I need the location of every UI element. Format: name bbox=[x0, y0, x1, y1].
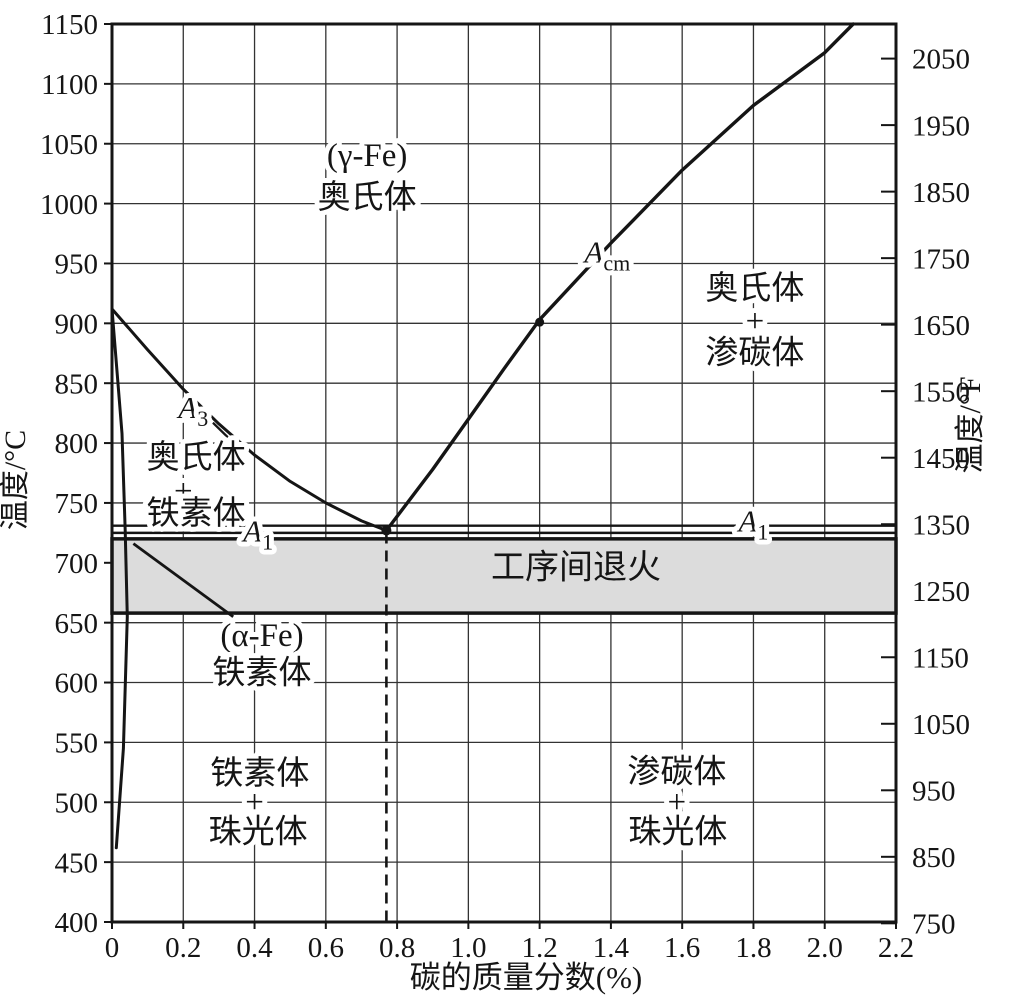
bottom-tick-label-1.4: 1.4 bbox=[593, 932, 630, 964]
right-tick-label-1550: 1550 bbox=[912, 376, 970, 408]
bottom-tick-label-0.8: 0.8 bbox=[379, 932, 415, 964]
bottom-tick-label-1.0: 1.0 bbox=[450, 932, 486, 964]
left-tick-label-700: 700 bbox=[55, 548, 99, 580]
left-tick-label-1100: 1100 bbox=[41, 69, 98, 101]
line-label-subscript-1: 1 bbox=[262, 529, 273, 554]
acm-curve-dot bbox=[535, 317, 545, 327]
line-label-subscript-cm: cm bbox=[603, 250, 630, 275]
bottom-tick-label-1.8: 1.8 bbox=[735, 932, 771, 964]
bottom-tick-label-2.2: 2.2 bbox=[878, 932, 914, 964]
phase-label-gamma-fe: (γ-Fe) bbox=[327, 138, 408, 174]
right-tick-label-1950: 1950 bbox=[912, 110, 970, 142]
left-tick-label-600: 600 bbox=[55, 668, 99, 700]
bottom-tick-label-1.6: 1.6 bbox=[664, 932, 700, 964]
line-label-subscript-1: 1 bbox=[757, 520, 768, 545]
left-tick-label-550: 550 bbox=[55, 728, 99, 760]
bottom-tick-label-0: 0 bbox=[105, 932, 120, 964]
left-tick-label-500: 500 bbox=[55, 787, 99, 819]
right-tick-label-1350: 1350 bbox=[912, 509, 970, 541]
phase-label-austenite-cementite-3: 渗碳体 bbox=[705, 335, 804, 372]
right-tick-label-2050: 2050 bbox=[912, 44, 970, 76]
bottom-tick-label-0.6: 0.6 bbox=[308, 932, 344, 964]
phase-label-ferrite-pearlite-1: 铁素体 bbox=[210, 755, 309, 792]
ferrite-boundary-curve bbox=[110, 307, 129, 850]
eutectoid-point-dot bbox=[381, 525, 392, 536]
right-tick-label-850: 850 bbox=[912, 842, 956, 874]
right-tick-label-950: 950 bbox=[912, 775, 956, 807]
left-tick-label-900: 900 bbox=[55, 308, 99, 340]
bottom-tick-label-0.2: 0.2 bbox=[165, 932, 201, 964]
plot-border bbox=[110, 22, 898, 924]
tick-labels: 1150 1100 1050 1000 950 900 850 800 750 700 650 600… bbox=[40, 9, 970, 964]
right-tick-label-1050: 1050 bbox=[912, 709, 970, 741]
phase-label-process-annealing: 工序间退火 bbox=[491, 548, 661, 586]
left-tick-label-450: 450 bbox=[55, 847, 99, 879]
phase-label-ferrite-pearlite-3: 珠光体 bbox=[209, 814, 308, 851]
phase-label-ferrite: 铁素体 bbox=[213, 654, 312, 691]
band-inner-boundary-line bbox=[132, 542, 235, 618]
y-axis-title-celsius: 温度/°C bbox=[0, 430, 32, 530]
left-tick-label-650: 650 bbox=[55, 608, 99, 640]
phase-label-austenite-cementite-2: + bbox=[746, 303, 765, 339]
right-tick-label-1750: 1750 bbox=[912, 243, 970, 275]
left-tick-label-1050: 1050 bbox=[40, 129, 98, 161]
a3-curve bbox=[110, 307, 388, 532]
gridlines bbox=[112, 24, 896, 922]
a3-label-leader-line bbox=[212, 421, 230, 440]
phase-label-cementite-pearlite-1: 渗碳体 bbox=[627, 754, 726, 791]
x-axis-title: 碳的质量分数(%) bbox=[410, 960, 642, 995]
phase-label-austenite: 奥氏体 bbox=[318, 179, 417, 216]
left-tick-label-1150: 1150 bbox=[41, 9, 98, 41]
left-tick-label-750: 750 bbox=[55, 488, 99, 520]
right-tick-label-1650: 1650 bbox=[912, 310, 970, 342]
acm-curve bbox=[384, 22, 855, 533]
left-tick-label-950: 950 bbox=[55, 249, 99, 281]
right-tick-label-1450: 1450 bbox=[912, 443, 970, 475]
bottom-tick-label-0.4: 0.4 bbox=[236, 932, 273, 964]
right-tick-label-1850: 1850 bbox=[912, 177, 970, 209]
left-tick-label-800: 800 bbox=[55, 428, 99, 460]
phase-label-austenite-ferrite-3: 铁素体 bbox=[147, 495, 246, 532]
left-tick-label-400: 400 bbox=[55, 907, 99, 939]
phase-label-cementite-pearlite-3: 珠光体 bbox=[628, 814, 727, 851]
left-tick-label-850: 850 bbox=[55, 368, 99, 400]
phase-label-alpha-fe: (α-Fe) bbox=[220, 618, 303, 654]
line-label-subscript-3: 3 bbox=[197, 406, 208, 431]
phase-label-austenite-cementite-1: 奥氏体 bbox=[705, 270, 804, 307]
right-tick-label-1150: 1150 bbox=[912, 642, 969, 674]
right-tick-label-750: 750 bbox=[912, 908, 956, 940]
left-tick-label-1000: 1000 bbox=[40, 189, 98, 221]
bottom-tick-label-1.2: 1.2 bbox=[522, 932, 558, 964]
phase-boundary-curves bbox=[110, 22, 855, 850]
phase-label-austenite-ferrite-1: 奥氏体 bbox=[147, 439, 246, 476]
bottom-tick-label-2.0: 2.0 bbox=[807, 932, 843, 964]
right-tick-label-1250: 1250 bbox=[912, 576, 970, 608]
y-axis-title-fahrenheit: 温度/°F bbox=[954, 376, 987, 473]
